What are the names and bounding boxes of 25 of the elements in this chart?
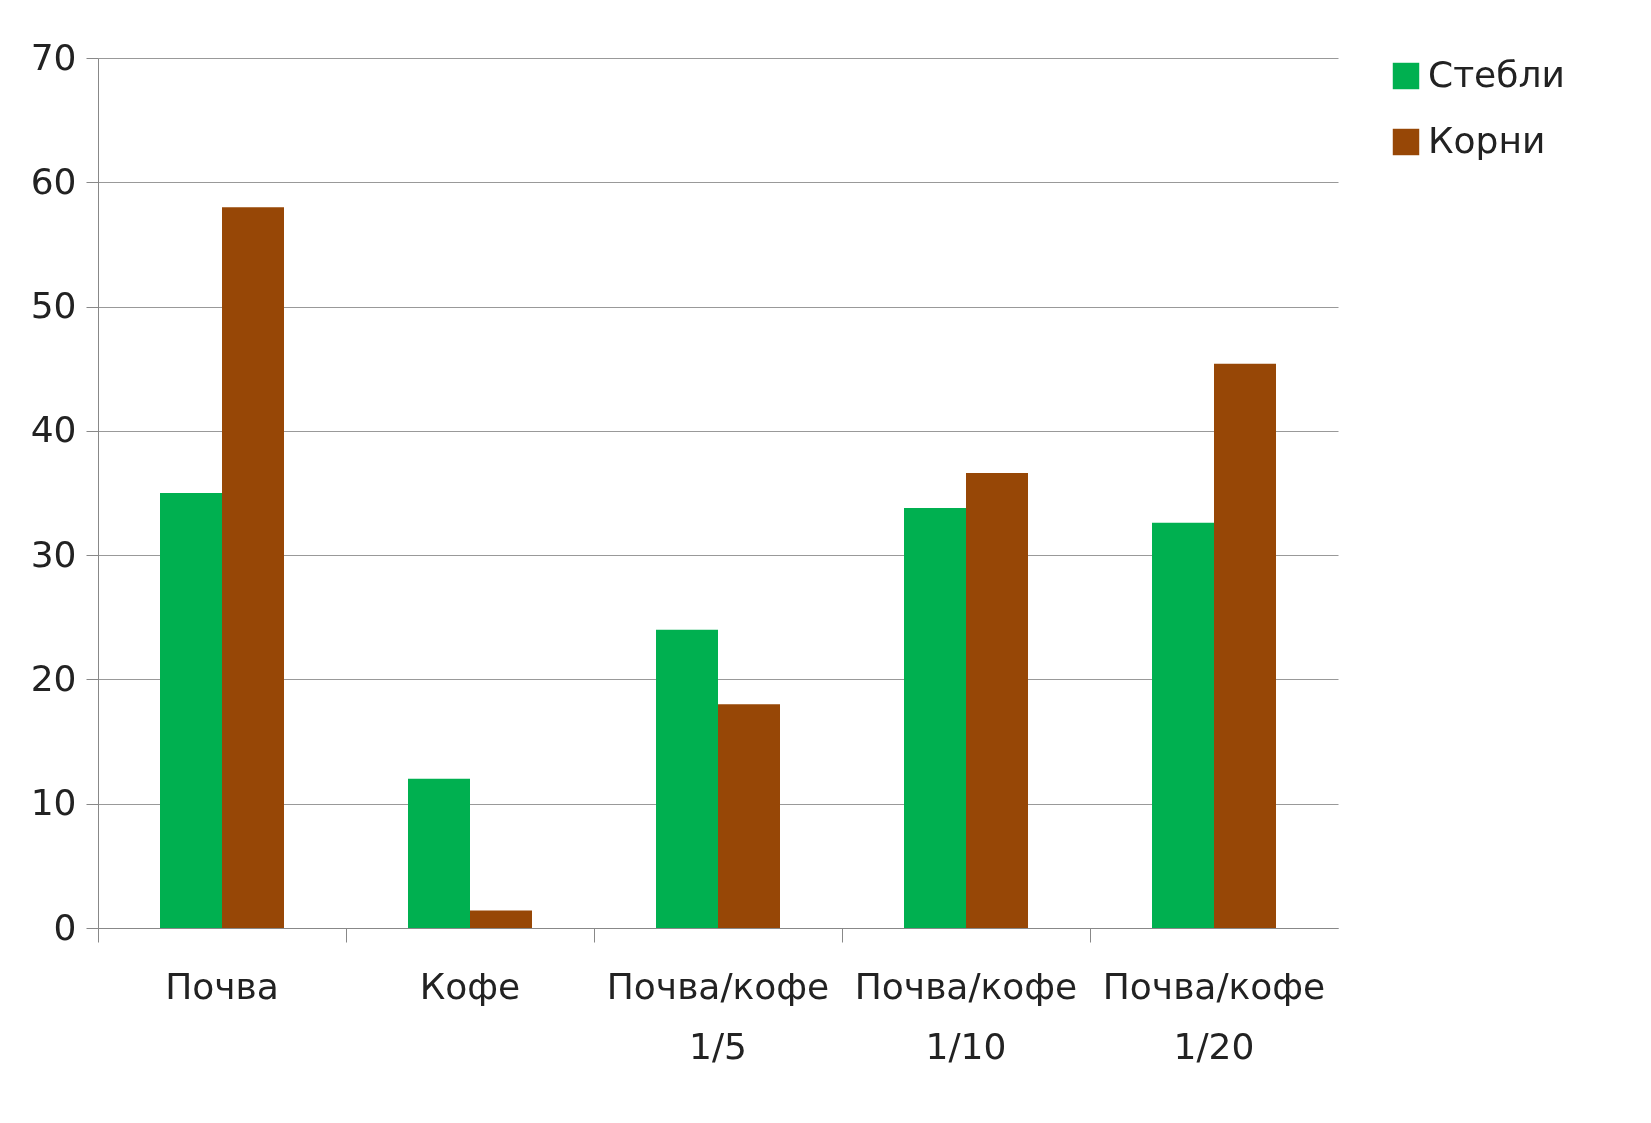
bar [222, 207, 284, 928]
bar [904, 507, 966, 928]
x-tick-label: Почва [165, 965, 279, 1007]
y-tick-label: 0 [53, 906, 77, 948]
y-tick-label: 30 [30, 533, 77, 575]
bar [1214, 363, 1276, 928]
bar [966, 473, 1028, 928]
bar [718, 704, 780, 928]
legend-label: Корни [1428, 120, 1546, 161]
bar [160, 493, 222, 928]
y-tick-label: 70 [30, 36, 77, 78]
x-tick-label: Почва/кофе 1/10 [854, 965, 1078, 1067]
legend-label: Стебли [1428, 54, 1565, 95]
y-tick-label: 20 [30, 657, 77, 699]
x-tick-label: Почва/кофе 1/5 [606, 965, 830, 1067]
bar [656, 629, 718, 928]
bar [408, 778, 470, 928]
bar [1152, 522, 1214, 928]
y-tick-label: 50 [30, 285, 77, 327]
x-tick-label: Почва/кофе 1/20 [1102, 965, 1326, 1067]
y-tick-label: 40 [30, 409, 77, 451]
x-tick-label: Кофе [419, 965, 521, 1007]
y-tick-label: 60 [30, 160, 77, 202]
bar [470, 910, 532, 928]
y-tick-label: 10 [30, 782, 77, 824]
